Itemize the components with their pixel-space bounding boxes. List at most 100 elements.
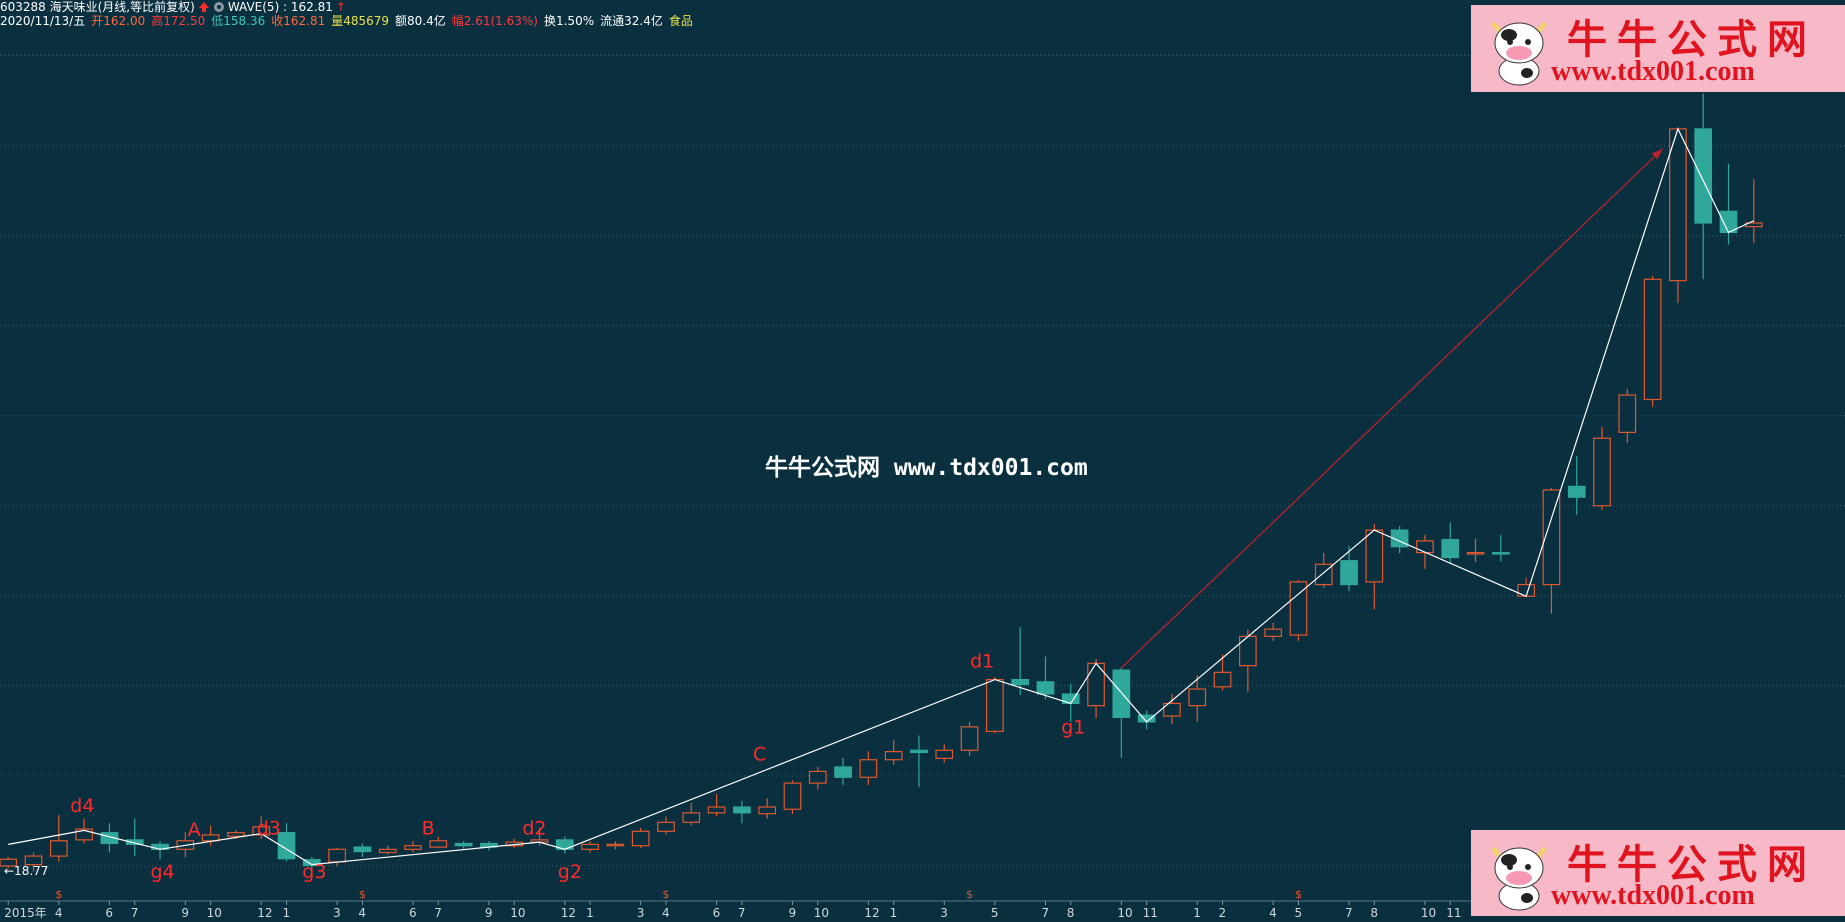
- x-tick-label: 9: [485, 906, 493, 920]
- dividend-mark: $: [966, 888, 973, 901]
- x-tick-label: 7: [434, 906, 442, 920]
- x-tick-label: 1: [586, 906, 594, 920]
- x-tick-label: 2015年: [4, 906, 47, 920]
- x-tick-label: 10: [510, 906, 525, 920]
- x-tick-label: 3: [940, 906, 948, 920]
- header-field: 收162.81: [271, 14, 326, 28]
- candle-body: [252, 826, 271, 836]
- header-row: 603288 海天味业(月线,等比前复权) WAVE(5) : 162.81 ↑: [0, 0, 696, 14]
- header-field: 量485679: [331, 14, 390, 28]
- wave-label: g3: [302, 861, 326, 883]
- x-tick-label: 1: [1193, 906, 1201, 920]
- logo-top: 牛牛公式网 www.tdx001.com: [1471, 5, 1845, 92]
- candle-body: [682, 812, 701, 823]
- overlay: d4 g4 A d3 g3 B d2 g2 Cd1 g1 ←18.77 $ $ $ $ $: [4, 127, 1755, 901]
- wave-label: g1: [1061, 716, 1085, 738]
- grid: 2015年 4 6 7 9 10 12 1 3 4 6 7 9 10 12 1 3 4 6 7 9 10 12 1 3 5 7 8 10…: [0, 55, 1845, 920]
- x-tick-label: 4: [55, 906, 63, 920]
- x-tick-label: 7: [131, 906, 139, 920]
- candle-body: [960, 726, 979, 751]
- candle-body: [783, 782, 802, 810]
- candle-body: [378, 848, 397, 854]
- wave-label: B: [422, 818, 435, 840]
- candle-body: [1011, 678, 1030, 686]
- candle-body: [1643, 278, 1662, 401]
- logo-url: www.tdx001.com: [1551, 56, 1755, 87]
- x-tick-label: 7: [1345, 906, 1353, 920]
- candle-body: [429, 840, 448, 848]
- x-tick-label: 7: [738, 906, 746, 920]
- candle-body: [1669, 128, 1687, 282]
- x-tick-label: 11: [1446, 906, 1461, 920]
- candle-body: [1137, 714, 1156, 723]
- candle-body: [935, 749, 954, 759]
- candle-body: [884, 751, 903, 761]
- dividend-mark: $: [359, 888, 366, 901]
- settings-icon[interactable]: [213, 1, 225, 13]
- candle-body: [75, 828, 93, 841]
- candle-body: [1340, 560, 1358, 586]
- candle-body: [910, 749, 928, 754]
- candle-body: [808, 770, 827, 784]
- cow-icon: [1491, 21, 1547, 86]
- candle-body: [353, 846, 372, 853]
- wave-label: d4: [70, 795, 94, 817]
- candle-body: [1694, 128, 1713, 224]
- candle-body: [328, 848, 346, 863]
- cow-icon: [1491, 846, 1547, 911]
- wave-label: d2: [522, 818, 546, 840]
- candle-body: [100, 832, 119, 845]
- dividend-mark: $: [55, 888, 62, 901]
- dividend-mark: $: [1295, 888, 1302, 901]
- header-field: 额80.4亿: [395, 14, 446, 28]
- candle-body: [1213, 671, 1232, 688]
- x-tick-label: 6: [713, 906, 721, 920]
- indicator-arrow: ↑: [335, 0, 346, 14]
- wave-label: g2: [558, 861, 582, 883]
- candle-body: [657, 821, 675, 832]
- candle-body: [1036, 681, 1055, 695]
- x-tick-label: 4: [1269, 906, 1277, 920]
- watermark: 牛牛公式网 www.tdx001.com: [765, 455, 1088, 481]
- x-tick-label: 3: [333, 906, 341, 920]
- header-field: 2020/11/13/五: [0, 14, 86, 28]
- header-field: 高172.50: [151, 14, 206, 28]
- arrow-head: [1651, 148, 1663, 160]
- stock-name: 603288 海天味业(月线,等比前复权): [0, 0, 195, 14]
- header-field: 低158.36: [211, 14, 266, 28]
- wave-label: g4: [150, 861, 174, 883]
- x-tick-label: 7: [1041, 906, 1049, 920]
- x-tick-label: 12: [864, 906, 879, 920]
- candle-body: [581, 843, 599, 850]
- candle-body: [1567, 485, 1586, 498]
- header-field: 开162.00: [91, 14, 146, 28]
- candle-body: [49, 840, 68, 857]
- x-tick-label: 1: [283, 906, 291, 920]
- candle-body: [1188, 688, 1207, 707]
- up-icon: [198, 2, 209, 12]
- candle-body: [1542, 489, 1561, 586]
- x-tick-label: 8: [1370, 906, 1378, 920]
- candle-body: [1441, 538, 1460, 559]
- logo-bottom: 牛牛公式网 www.tdx001.com: [1471, 830, 1845, 916]
- dividend-mark: $: [662, 888, 669, 901]
- candle-body: [1593, 437, 1611, 507]
- candle-body: [631, 830, 650, 847]
- x-tick-label: 10: [1421, 906, 1436, 920]
- candle-body: [758, 806, 777, 815]
- candle-body: [227, 832, 245, 837]
- candle-body: [24, 855, 43, 866]
- candle-body: [733, 806, 751, 814]
- candle-body: [1491, 552, 1510, 555]
- x-tick-label: 2: [1219, 906, 1227, 920]
- x-tick-label: 5: [1294, 906, 1302, 920]
- header-field: 食品: [668, 14, 693, 28]
- candle-body: [707, 806, 726, 814]
- logo-name: 牛牛公式网: [1567, 841, 1817, 888]
- header-field: 幅2.61(1.63%): [451, 14, 538, 28]
- low-marker: ←18.77: [4, 864, 48, 878]
- candle-body: [1466, 552, 1485, 555]
- x-tick-label: 10: [1117, 906, 1132, 920]
